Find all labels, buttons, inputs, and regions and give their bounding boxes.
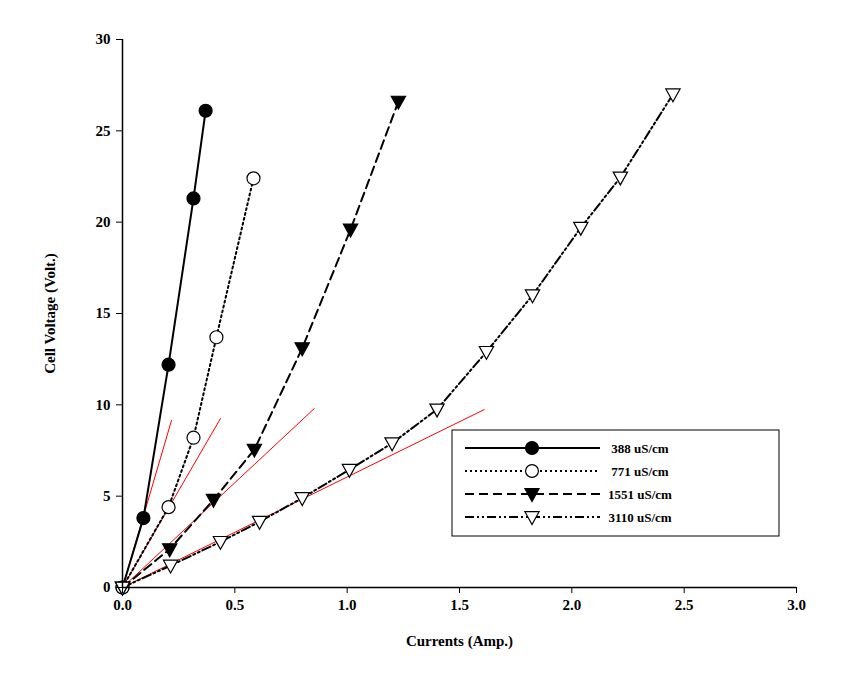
svg-text:388 uS/cm: 388 uS/cm <box>611 441 669 456</box>
svg-text:10: 10 <box>96 397 111 413</box>
svg-text:0.5: 0.5 <box>225 597 244 613</box>
svg-text:2.0: 2.0 <box>562 597 581 613</box>
svg-text:1551 uS/cm: 1551 uS/cm <box>608 487 672 502</box>
svg-text:0.0: 0.0 <box>113 597 132 613</box>
svg-text:1.0: 1.0 <box>338 597 357 613</box>
svg-text:3.0: 3.0 <box>787 597 806 613</box>
svg-text:771 uS/cm: 771 uS/cm <box>611 464 669 479</box>
svg-text:5: 5 <box>103 488 111 504</box>
svg-text:Currents (Amp.): Currents (Amp.) <box>406 633 513 650</box>
svg-text:Cell Voltage (Volt.): Cell Voltage (Volt.) <box>42 253 59 374</box>
svg-text:2.5: 2.5 <box>675 597 694 613</box>
svg-text:3110 uS/cm: 3110 uS/cm <box>608 510 671 525</box>
svg-text:20: 20 <box>96 214 111 230</box>
svg-text:30: 30 <box>96 31 111 47</box>
svg-text:0: 0 <box>103 579 111 595</box>
svg-text:15: 15 <box>96 305 111 321</box>
svg-text:25: 25 <box>96 123 111 139</box>
svg-text:1.5: 1.5 <box>450 597 469 613</box>
